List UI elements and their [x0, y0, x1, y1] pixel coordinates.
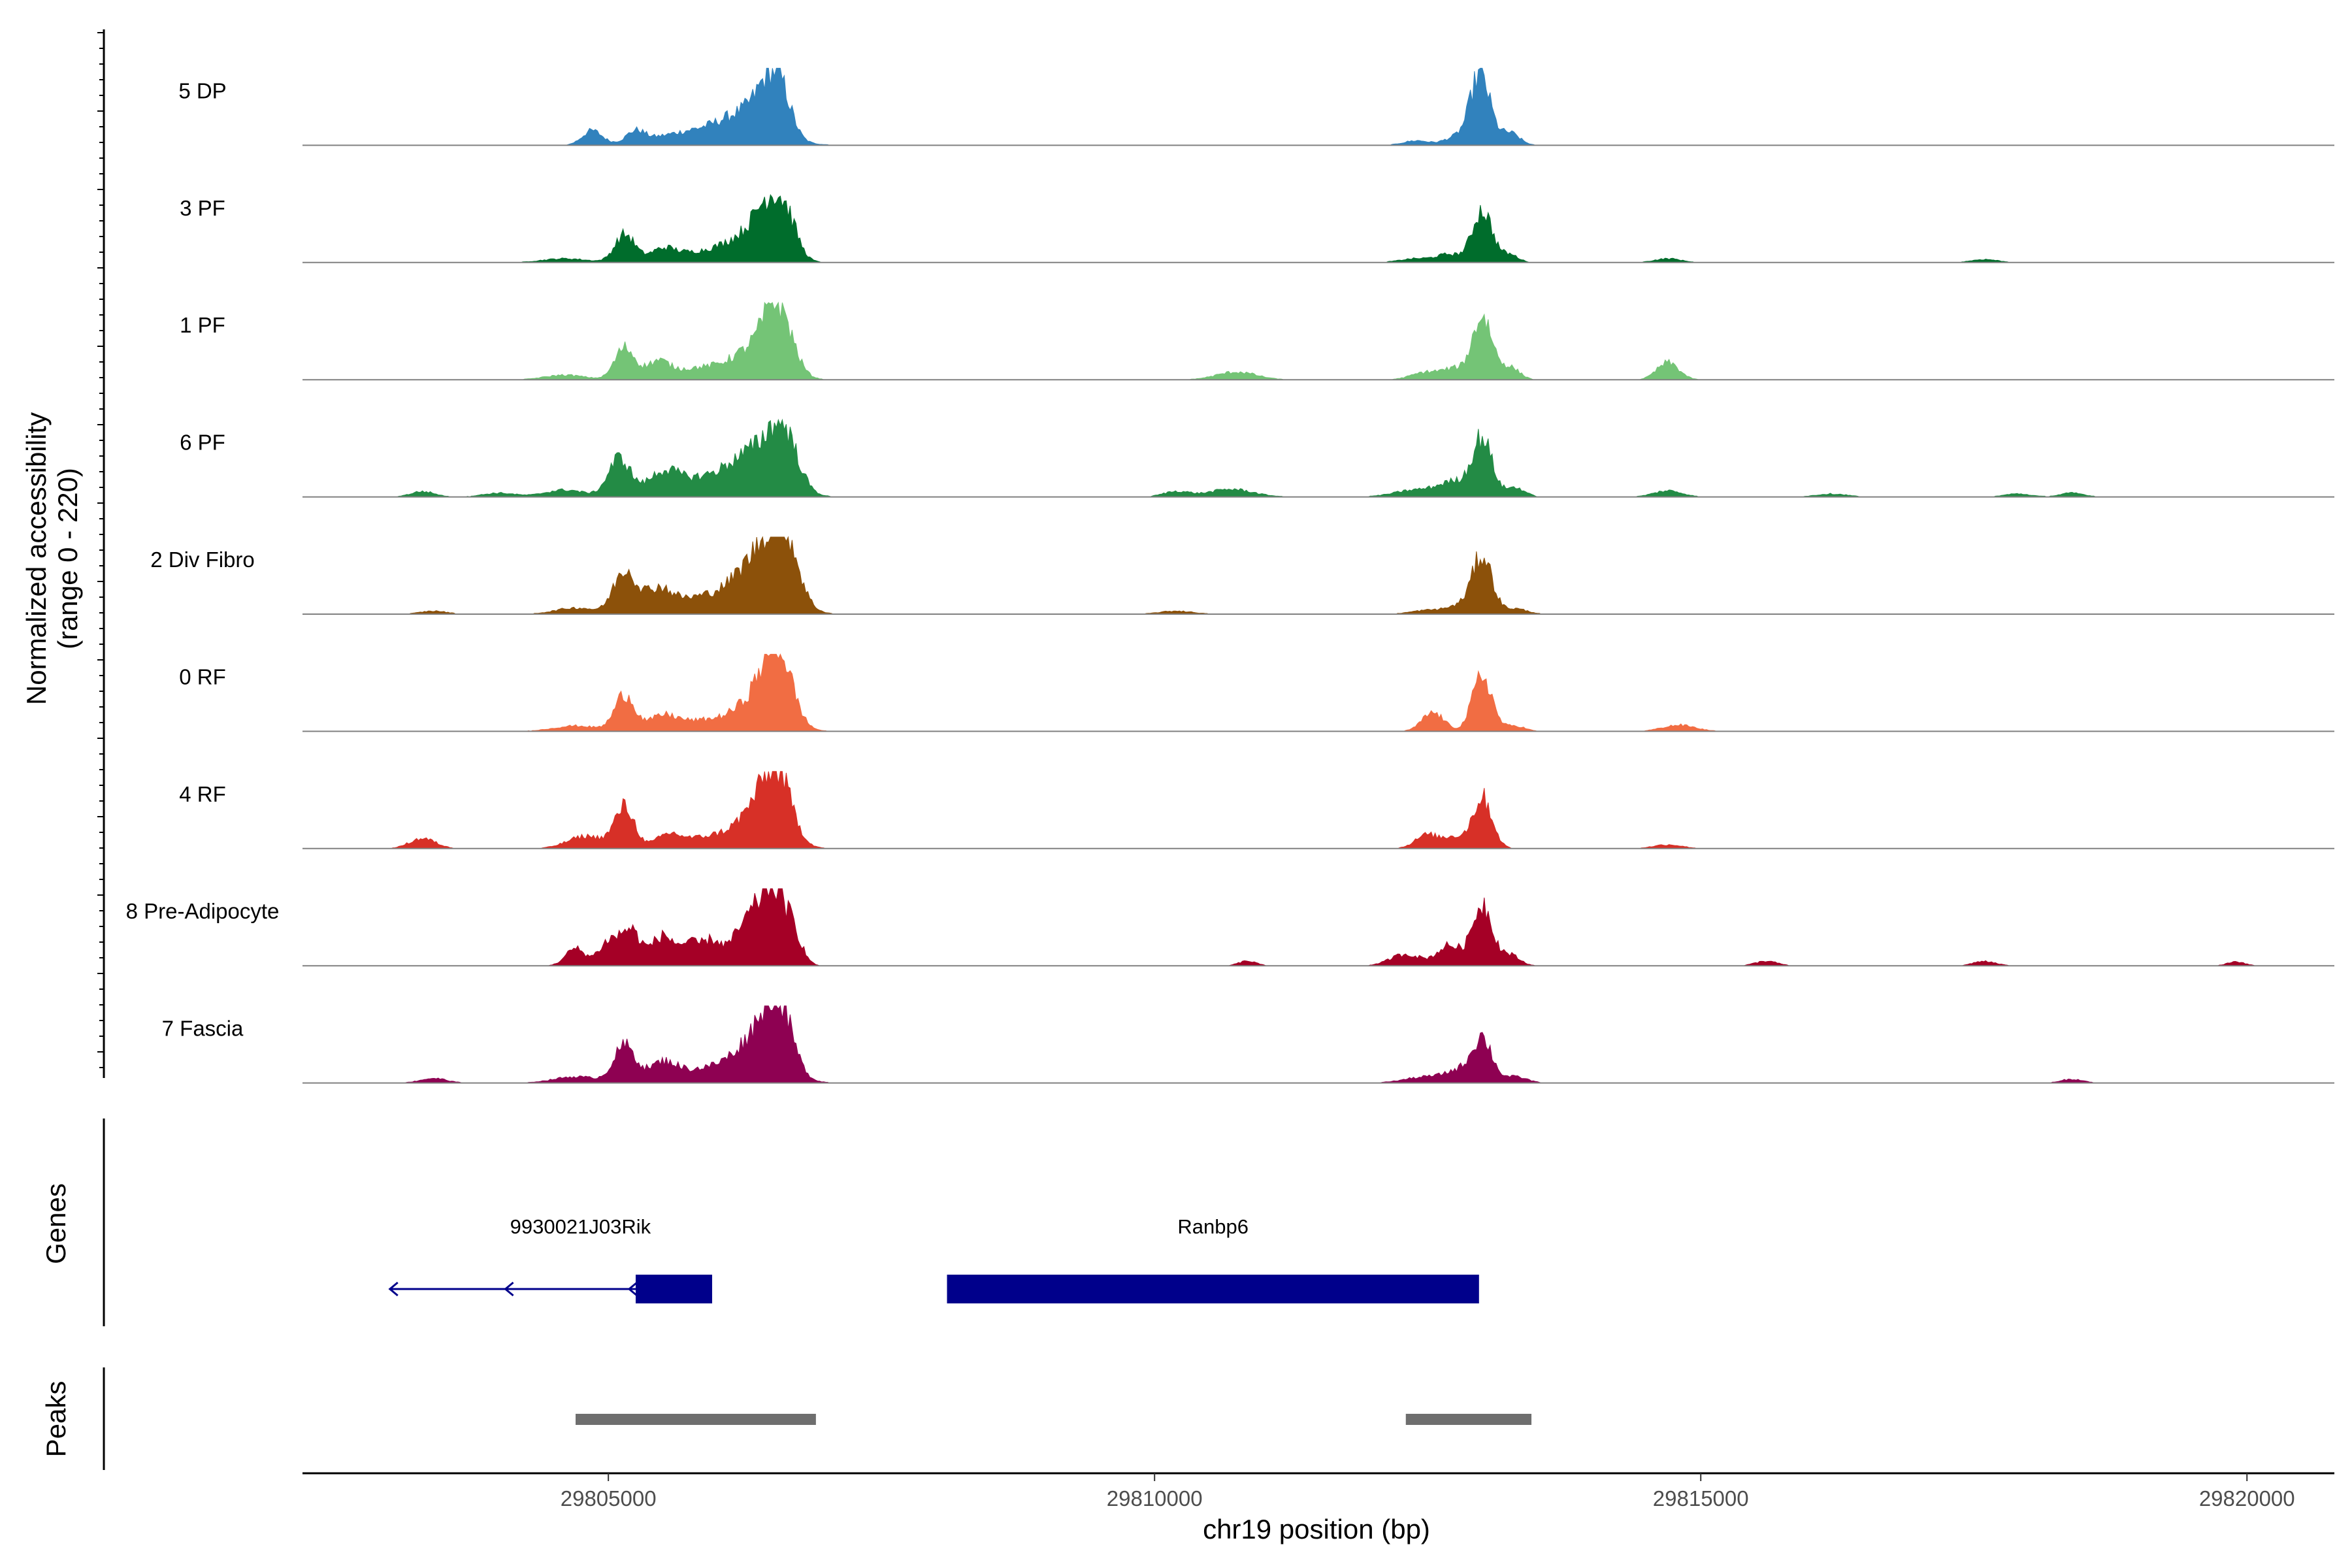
track-4: 6 PF: [180, 418, 2334, 498]
peaks-panel-label: Peaks: [41, 1381, 71, 1458]
track-label: 5 DP: [178, 78, 226, 103]
track-label: 0 RF: [179, 664, 226, 689]
coverage-tracks: 5 DP 3 PF 1 PF 6 PF 2 Div Fibro 0 RF 4 RF 8 Pre…: [126, 67, 2334, 1084]
coverage-area: [302, 771, 2334, 849]
strand-arrow: [627, 1281, 638, 1297]
coverage-area: [302, 193, 2334, 263]
gene-Ranbp6: Ranbp6: [947, 1215, 1479, 1303]
coverage-area: [302, 67, 2334, 146]
track-1: 5 DP: [178, 67, 2334, 146]
track-3: 1 PF: [180, 301, 2334, 381]
x-tick-label: 29815000: [1653, 1486, 1749, 1511]
track-5: 2 Div Fibro: [150, 536, 2334, 615]
strand-arrow: [388, 1281, 399, 1297]
peak-region: [1405, 1414, 1532, 1425]
genes-panel-label: Genes: [41, 1183, 71, 1264]
track-label: 3 PF: [180, 196, 225, 220]
track-label: 8 Pre-Adipocyte: [126, 899, 280, 923]
y-axis-title-line1: Normalized accessibility: [21, 412, 52, 705]
gene-name: 9930021J03Rik: [510, 1215, 651, 1238]
track-8: 8 Pre-Adipocyte: [126, 888, 2334, 967]
track-label: 1 PF: [180, 313, 225, 337]
coverage-area: [302, 1005, 2334, 1084]
track-label: 4 RF: [179, 782, 226, 806]
y-axis-title-line2: (range 0 - 220): [52, 468, 83, 649]
coverage-area: [302, 418, 2334, 498]
coverage-area: [302, 653, 2334, 732]
track-label: 6 PF: [180, 431, 225, 455]
strand-arrow: [504, 1281, 514, 1297]
x-tick-label: 29820000: [2199, 1486, 2295, 1511]
y-axis-title: Normalized accessibility (range 0 - 220): [21, 412, 83, 705]
track-2: 3 PF: [180, 193, 2334, 263]
track-6: 0 RF: [179, 653, 2334, 732]
gene-annotations: 9930021J03Rik Ranbp6: [388, 1215, 1479, 1303]
coverage-area: [302, 301, 2334, 380]
coverage-area: [302, 888, 2334, 966]
x-tick-label: 29810000: [1107, 1486, 1203, 1511]
track-7: 4 RF: [179, 771, 2334, 849]
gene-9930021J03Rik: 9930021J03Rik: [388, 1215, 713, 1303]
gene-exon: [635, 1275, 713, 1303]
peak-region: [576, 1414, 816, 1425]
track-label: 7 Fascia: [162, 1017, 244, 1041]
x-axis-title: chr19 position (bp): [1203, 1514, 1430, 1544]
coverage-y-ticks: [97, 32, 104, 1068]
coverage-area: [302, 536, 2334, 615]
gene-exon: [947, 1275, 1479, 1303]
track-label: 2 Div Fibro: [150, 547, 255, 572]
gene-name: Ranbp6: [1177, 1215, 1249, 1238]
x-axis-ticks: 29805000 29810000 29815000 29820000: [561, 1473, 2295, 1511]
x-tick-label: 29805000: [561, 1486, 657, 1511]
track-9: 7 Fascia: [162, 1005, 2334, 1084]
peak-regions: [576, 1414, 1532, 1425]
